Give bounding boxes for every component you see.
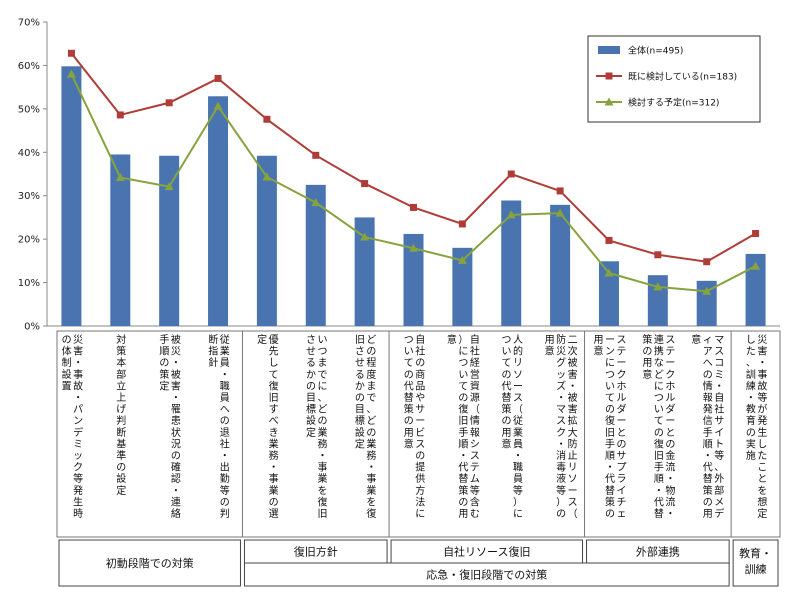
category-label: どの程度まで、どの業務・事業を復旧させるかの目標設定 — [355, 334, 377, 520]
group-label: 外部連携 — [636, 545, 680, 559]
point-marker-triangle — [555, 208, 565, 217]
category-label: マスコミ・自社サイト等、外部メディアへの情報発信手順・代替策の用意 — [691, 333, 724, 520]
bar — [501, 200, 522, 326]
point-marker-square — [605, 236, 613, 244]
point-marker-triangle — [66, 69, 76, 78]
bar — [354, 217, 375, 326]
bar — [110, 154, 131, 326]
category-label: 被災・被害・罹患状況の確認・連絡手順の策定 — [159, 333, 181, 520]
point-marker-triangle — [653, 282, 663, 291]
bar-series — [61, 66, 766, 327]
point-marker-square — [703, 258, 711, 266]
y-tick-label: 70% — [18, 18, 40, 29]
point-marker-triangle — [506, 210, 516, 219]
bar — [403, 233, 424, 326]
y-tick-label: 20% — [18, 235, 40, 246]
group-label: 自社リソース復旧 — [443, 545, 530, 559]
point-marker-triangle — [360, 232, 370, 241]
point-marker-square — [556, 187, 564, 195]
bar — [598, 261, 619, 326]
category-label: 自社の商品やサービスの提供方法についての代替策の用意 — [404, 333, 426, 520]
legend-swatch-bar — [598, 46, 620, 54]
bar — [305, 184, 326, 326]
y-tick-label: 10% — [18, 278, 40, 289]
line-series — [66, 49, 761, 295]
group-label: 教育・訓練 — [739, 546, 772, 576]
group-box — [732, 539, 779, 587]
category-label: 災害・事故等が発生したことを想定した、訓練・教育の実施 — [746, 334, 768, 520]
legend-marker — [604, 97, 614, 106]
point-marker-square — [458, 220, 466, 228]
category-labels: 災害・事故・パンデミック等発生時の体制設置 対策本部立上げ判断基準の設定 被災・被害… — [56, 330, 781, 538]
point-marker-square — [165, 99, 173, 107]
bar — [61, 66, 82, 326]
category-label: 人的リソース（従業員・職員等）についての代替策の用意 — [501, 334, 523, 520]
group-label: 初動段階での対策 — [106, 556, 194, 570]
category-label: 優先して復旧すべき業務・事業の選定 — [257, 333, 279, 520]
point-marker-square — [752, 229, 760, 237]
category-label: 災害・事故・パンデミック等発生時の体制設置 — [62, 334, 84, 520]
legend-label: 既に検討している(n=183) — [628, 71, 737, 83]
point-marker-triangle — [457, 255, 467, 264]
point-marker-triangle — [213, 101, 223, 110]
point-marker-triangle — [262, 172, 272, 181]
group-box — [58, 539, 241, 587]
point-marker-triangle — [311, 198, 321, 207]
bar — [696, 280, 717, 326]
bar — [452, 247, 473, 326]
y-tick-label: 40% — [18, 148, 40, 159]
point-marker-square — [214, 74, 222, 82]
group-box-level2 — [243, 562, 730, 587]
bar — [208, 96, 229, 327]
point-marker-square — [67, 49, 75, 57]
point-marker-square — [410, 203, 417, 211]
legend-label: 全体(n=495) — [628, 45, 683, 57]
legend-marker — [605, 72, 613, 80]
point-marker-triangle — [604, 268, 614, 277]
point-marker-square — [507, 170, 515, 178]
category-label: 対策本部立上げ判断基準の設定 — [116, 333, 126, 497]
point-marker-square — [116, 111, 124, 119]
bar — [256, 155, 277, 326]
group-label: 復旧方針 — [294, 545, 338, 559]
category-label: 自社経営資源（情報システム等含む）についての復旧手順・代替策の用意 — [447, 333, 480, 520]
bar — [159, 155, 180, 326]
legend: 全体(n=495) 既に検討している(n=183) 検討する予定(n=312) — [587, 35, 761, 123]
point-marker-square — [312, 151, 320, 159]
point-marker-triangle — [164, 182, 174, 191]
group-label-level2: 応急・復旧段階での対策 — [426, 568, 547, 582]
bar — [745, 253, 766, 326]
y-tick-label: 50% — [18, 104, 40, 115]
point-marker-triangle — [409, 243, 418, 252]
bar — [550, 204, 571, 326]
point-marker-triangle — [751, 261, 761, 270]
point-marker-square — [361, 180, 369, 188]
category-label: ステークホルダーとのサプライチェーンについての復旧手順・代替策の用意 — [593, 335, 626, 520]
legend-label: 検討する予定(n=312) — [628, 97, 719, 109]
y-tick-label: 30% — [18, 191, 40, 202]
point-marker-square — [263, 115, 271, 123]
category-label: 二次被害・被害拡大防止リソース（防災グッズ・マスク・消毒液等）の用意 — [545, 333, 578, 520]
y-tick-label: 0% — [24, 322, 40, 333]
point-marker-triangle — [115, 172, 125, 181]
point-marker-triangle — [702, 286, 712, 295]
category-label: いつまでに、どの業務・事業を復旧させるかの目標設定 — [306, 334, 328, 520]
point-marker-square — [654, 251, 662, 259]
category-label: 従業員・職員への退社・出勤等の判断指針 — [208, 333, 230, 520]
category-label: ステークホルダーとの金流・物流・連携などについての復旧手順・代替策の用意 — [642, 333, 675, 520]
y-tick-label: 60% — [18, 61, 40, 72]
